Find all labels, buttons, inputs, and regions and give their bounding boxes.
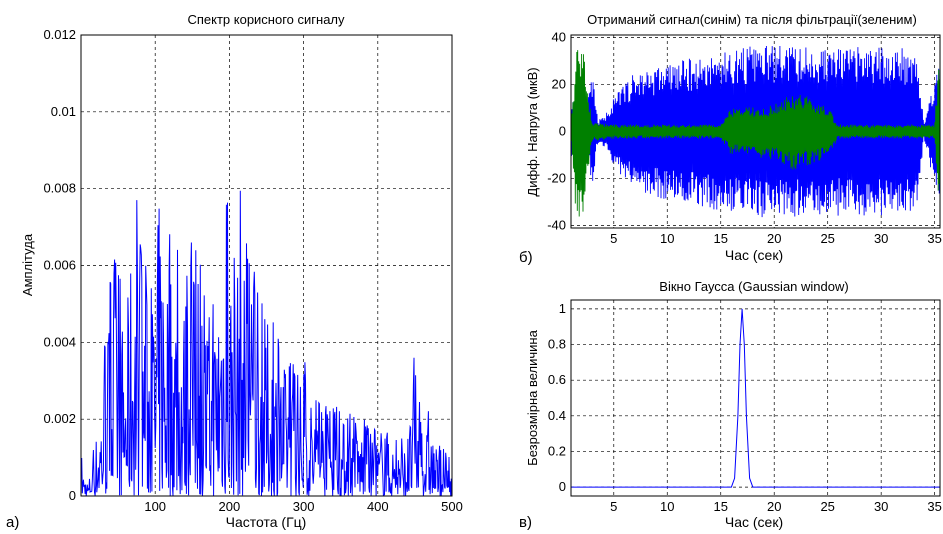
panel-a-ytick-label: 0.01 (51, 104, 76, 119)
panel-c-xlabel: Час (сек) (725, 514, 783, 530)
panel-c-ticks: 5 10 15 20 25 30 35 0 0.2 0.4 0.6 0.8 1 (548, 301, 942, 514)
panel-a-title: Спектр корисного сигналу (187, 12, 345, 27)
panel-a-xlabel: Частота (Гц) (226, 514, 307, 530)
panel-a-ytick-label: 0.006 (43, 258, 76, 273)
panel-c-xtick-label: 20 (767, 499, 781, 514)
panel-a-ytick-label: 0 (69, 488, 76, 503)
panel-b-series-line-1 (571, 50, 940, 217)
panel-c-ytick-label: 0.2 (548, 443, 566, 458)
panel-b-series (571, 45, 940, 218)
panel-c-xtick-label: 5 (610, 499, 617, 514)
panel-c: Вікно Гаусса (Gaussian window) Безрозмір… (519, 279, 942, 531)
panel-b-ticks: 5 10 15 20 25 30 35 -40 -20 0 20 40 (547, 29, 942, 246)
panel-b-xtick-label: 20 (767, 231, 781, 246)
panel-c-frame (570, 299, 941, 497)
panel-b-ylabel: Дифф. Напруга (мкВ) (525, 67, 540, 196)
panel-a-ylabel: Амплітуда (20, 233, 35, 296)
panel-c-ytick-label: 0 (559, 479, 566, 494)
panel-b-xtick-label: 10 (660, 231, 674, 246)
panel-b-ytick-label: 0 (559, 124, 566, 139)
panel-c-ylabel: Безрозмірна величина (525, 329, 540, 465)
panel-b-series-line-0 (571, 45, 940, 218)
panel-b-xtick-label: 30 (874, 231, 888, 246)
panel-b-xlabel: Час (сек) (725, 247, 783, 263)
panel-b-xtick-label: 25 (820, 231, 834, 246)
panel-a-ytick-label: 0.002 (43, 411, 76, 426)
panel-c-xtick-label: 35 (927, 499, 941, 514)
panel-b-ytick-label: -40 (547, 218, 566, 233)
panel-c-xtick-label: 25 (820, 499, 834, 514)
panel-b-frame (570, 34, 941, 229)
panel-c-xtick-label: 30 (874, 499, 888, 514)
panel-a-ytick-label: 0.008 (43, 181, 76, 196)
panel-b: Отриманий сигнал(синім) та після фільтра… (519, 12, 942, 266)
panel-b-ytick-label: 20 (552, 76, 566, 91)
panel-b-ytick-label: 40 (552, 29, 566, 44)
panel-a-letter: а) (6, 514, 19, 531)
panel-a-xtick-label: 300 (293, 499, 315, 514)
panel-c-ytick-label: 0.6 (548, 372, 566, 387)
panel-c-ytick-label: 1 (559, 301, 566, 316)
panel-a: Спектр корисного сигналу Амплітуда Часто… (6, 12, 463, 531)
panel-c-ytick-label: 0.4 (548, 408, 566, 423)
panel-a-xtick-label: 500 (441, 499, 463, 514)
panel-b-title: Отриманий сигнал(синім) та після фільтра… (587, 12, 917, 27)
panel-c-letter: в) (519, 514, 532, 531)
panel-c-series (571, 308, 940, 488)
panel-a-ytick-label: 0.004 (43, 334, 76, 349)
panel-b-letter: б) (519, 249, 533, 266)
panel-a-series (81, 190, 452, 496)
panel-c-title: Вікно Гаусса (Gaussian window) (659, 279, 848, 294)
panel-a-ticks: 100 200 300 400 500 0 0.002 0.004 0.006 0.008 0.01… (43, 27, 462, 514)
panel-a-xtick-label: 200 (219, 499, 241, 514)
panel-b-xtick-label: 5 (610, 231, 617, 246)
panel-a-xtick-label: 100 (144, 499, 166, 514)
panel-c-xtick-label: 15 (714, 499, 728, 514)
panel-a-ytick-label: 0.012 (43, 27, 76, 42)
panel-c-grid (571, 300, 940, 496)
panel-b-xtick-label: 15 (714, 231, 728, 246)
panel-b-ytick-label: -20 (547, 171, 566, 186)
panel-a-frame (80, 34, 453, 497)
panel-c-series-line-0 (571, 308, 940, 488)
panel-b-xtick-label: 35 (927, 231, 941, 246)
panel-c-ytick-label: 0.8 (548, 337, 566, 352)
panel-a-xtick-label: 400 (367, 499, 389, 514)
panel-c-xtick-label: 10 (660, 499, 674, 514)
panel-a-series-line-0 (81, 190, 452, 496)
